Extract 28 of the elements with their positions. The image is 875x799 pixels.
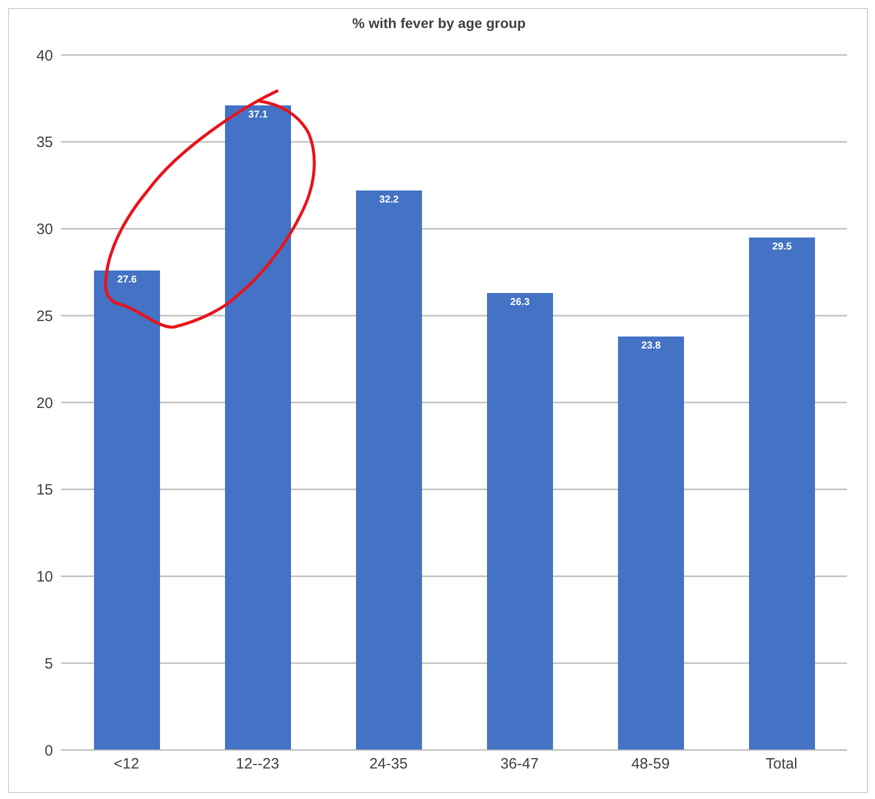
x-tick-label: Total bbox=[766, 756, 798, 773]
data-label: 23.8 bbox=[641, 340, 662, 352]
y-tick-label: 40 bbox=[36, 47, 53, 64]
bar bbox=[225, 105, 291, 750]
y-tick-label: 20 bbox=[36, 394, 53, 412]
data-label: 27.6 bbox=[117, 274, 138, 286]
x-tick-label: 12--23 bbox=[236, 756, 280, 773]
y-tick-label: 15 bbox=[36, 482, 53, 499]
y-tick-label: 10 bbox=[36, 568, 53, 586]
data-label: 37.1 bbox=[248, 109, 268, 120]
y-tick-label: 0 bbox=[44, 742, 53, 760]
chart-title: % with fever by age group bbox=[351, 15, 527, 31]
data-label: 26.3 bbox=[510, 297, 530, 308]
x-tick-label: 36-47 bbox=[500, 756, 539, 773]
y-tick-label: 5 bbox=[44, 655, 53, 672]
data-label: 32.2 bbox=[379, 194, 400, 206]
bar bbox=[356, 190, 422, 750]
bar bbox=[487, 293, 553, 750]
x-tick-label: <12 bbox=[114, 756, 140, 773]
y-tick-label: 35 bbox=[36, 134, 53, 152]
bar bbox=[618, 336, 684, 750]
data-label: 29.5 bbox=[772, 242, 792, 253]
bar bbox=[94, 270, 160, 750]
y-tick-label: 25 bbox=[36, 308, 53, 325]
x-tick-label: 24-35 bbox=[369, 756, 408, 773]
y-tick-label: 30 bbox=[36, 221, 53, 238]
bar bbox=[749, 237, 815, 750]
x-tick-label: 48-59 bbox=[631, 756, 670, 773]
